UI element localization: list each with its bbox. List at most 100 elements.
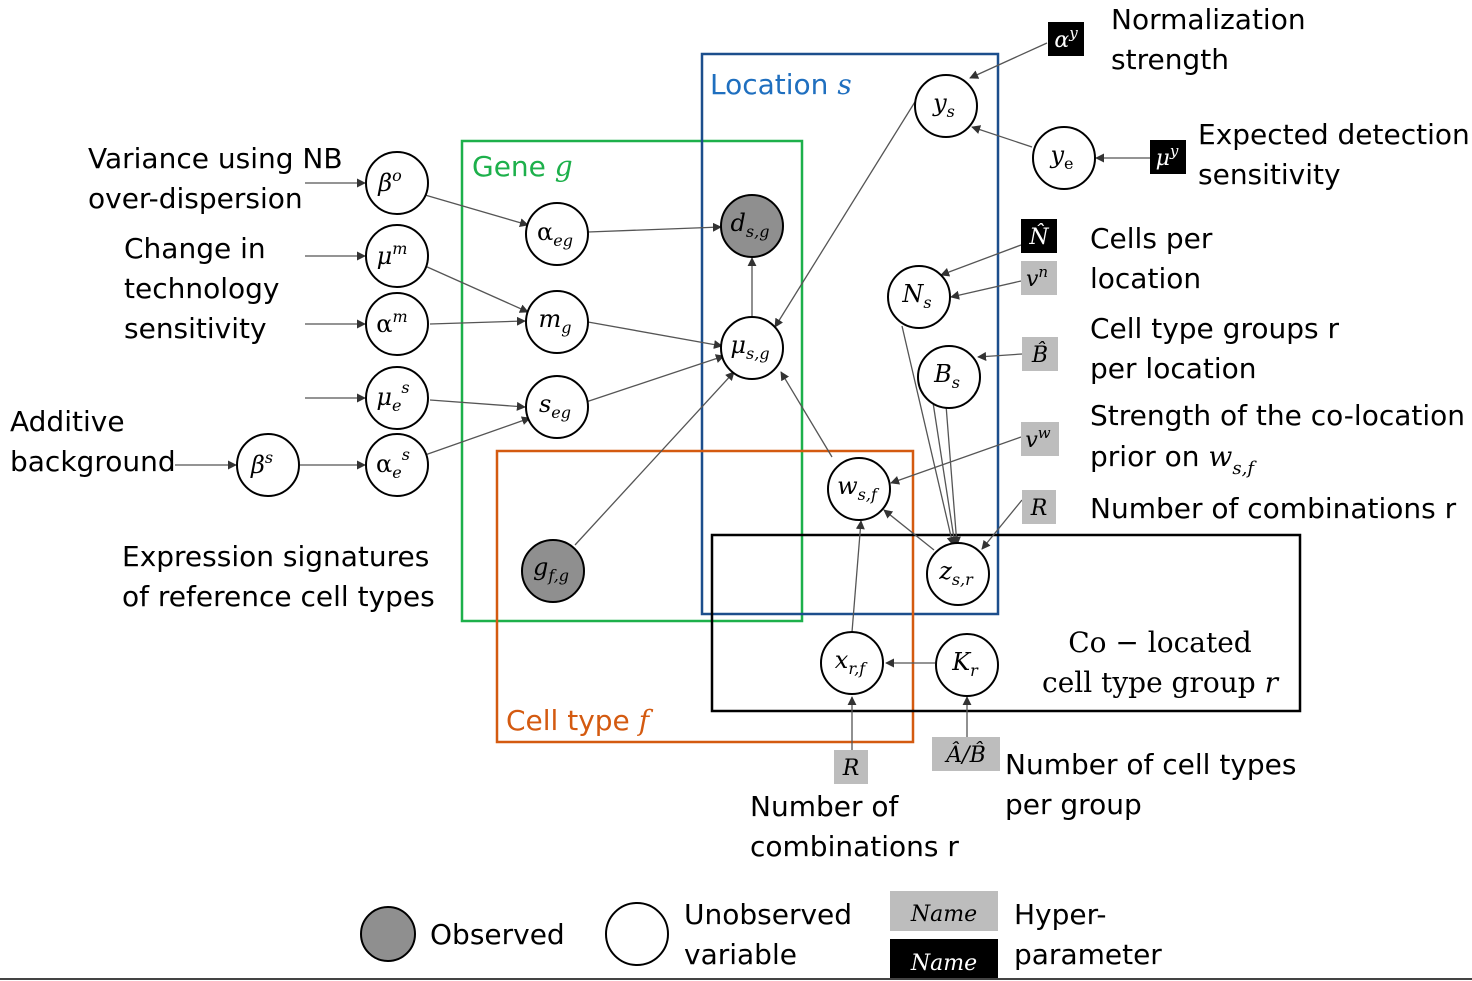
node-N-s-main: N: [901, 280, 924, 308]
node-K-r-main: K: [951, 648, 972, 676]
node-alpha-eg-main: α: [537, 218, 553, 246]
node-beta-s-main: β: [250, 451, 265, 479]
node-m-g-sub: g: [561, 318, 571, 337]
node-d-sg: ds,g: [720, 194, 784, 258]
legend-hyper-line2: parameter: [1014, 938, 1162, 971]
svg-text:seg: seg: [539, 390, 571, 422]
label-change-2: technology: [124, 272, 279, 305]
plate-location: Location s: [700, 52, 1000, 616]
plate-location-title: Location: [710, 68, 837, 101]
hyper-v-w: vw: [1021, 422, 1059, 456]
svg-text:zs,r: zs,r: [938, 557, 974, 589]
node-g-fg-main: g: [533, 553, 548, 581]
plate-celltype-title: Cell type: [506, 704, 639, 737]
plate-gene: Gene g: [460, 139, 804, 623]
node-mu-sg-sub: s,g: [746, 344, 770, 363]
node-alpha-es: αes: [365, 433, 429, 497]
node-d-sg-main: d: [731, 209, 746, 237]
node-beta-o-sup: o: [392, 166, 402, 185]
node-g-fg-sub: f,g: [547, 566, 569, 585]
node-x-rf: xr,f: [820, 631, 884, 695]
legend-observed-swatch: [360, 906, 416, 962]
hyper-v-n-sup: n: [1038, 263, 1048, 281]
node-N-s-sub: s: [923, 293, 931, 312]
node-B-s-sub: s: [952, 373, 960, 392]
node-beta-s-sup: s: [265, 448, 273, 467]
legend-hyper-line1: Hyper-: [1014, 898, 1106, 931]
label-numcomb-bottom-2: combinations r: [750, 830, 959, 863]
svg-text:prior on ws,f: prior on ws,f: [1090, 440, 1257, 479]
svg-text:Kr: Kr: [951, 648, 979, 680]
legend: Observed Unobserved variable Name Name H…: [360, 891, 1162, 979]
node-s-eg: seg: [525, 375, 589, 439]
svg-text:vw: vw: [1025, 424, 1050, 453]
hyper-alpha-y: αy: [1048, 22, 1084, 56]
svg-text:Gene g: Gene g: [472, 150, 573, 183]
node-alpha-es-sub: e: [392, 463, 401, 482]
label-groups-2: per location: [1090, 352, 1257, 385]
hyper-v-n-main: v: [1026, 267, 1039, 292]
hyper-B-hat: B̂: [1022, 337, 1058, 371]
hyper-B-hat-main: B̂: [1031, 342, 1048, 368]
plate-celltype-var: f: [637, 704, 654, 737]
plate-colocated: Co − located cell type group r: [710, 533, 1302, 713]
label-expected-2: sensitivity: [1198, 158, 1341, 191]
node-x-rf-sub: r,f: [848, 659, 868, 678]
label-expr-1: Expression signatures: [122, 540, 429, 573]
node-alpha-m: αm: [365, 292, 429, 356]
label-variance-2: over-dispersion: [88, 182, 303, 215]
node-K-r-sub: r: [970, 661, 979, 680]
label-numcomb-right: Number of combinations r: [1090, 492, 1457, 525]
label-additive-1: Additive: [10, 405, 125, 438]
node-mu-m: μm: [365, 224, 429, 288]
label-numcomb-bottom-1: Number of: [750, 790, 900, 823]
svg-text:βo: βo: [377, 166, 402, 197]
node-alpha-m-sup: m: [393, 307, 408, 326]
plate-colocated-line2: cell type group: [1042, 666, 1265, 699]
label-change-3: sensitivity: [124, 312, 267, 345]
hyper-R-right-main: R: [1030, 496, 1048, 521]
hyper-alpha-y-main: α: [1054, 28, 1069, 53]
svg-text:ys: ys: [932, 89, 955, 121]
legend-unobserved-line2: variable: [684, 938, 797, 971]
edges: [175, 42, 1150, 750]
plate-colocated-line1: Co − located: [1068, 626, 1252, 659]
node-mu-m-main: μ: [377, 242, 393, 270]
legend-hyper-black-name: Name: [910, 951, 977, 976]
plate-gene-var: g: [555, 150, 573, 183]
node-K-r: Kr: [935, 633, 999, 697]
node-g-fg: gf,g: [521, 539, 585, 603]
hyper-N-hat: N̂: [1021, 219, 1057, 253]
hyper-v-w-main: v: [1025, 428, 1038, 453]
node-beta-s: βs: [236, 433, 300, 497]
label-expr-2: of reference cell types: [122, 580, 435, 613]
hyper-N-hat-main: N̂: [1028, 224, 1049, 250]
label-cells-1: Cells per: [1090, 222, 1213, 255]
svg-text:gf,g: gf,g: [533, 553, 569, 585]
node-m-g-main: m: [538, 305, 561, 333]
legend-unobserved-line1: Unobserved: [684, 898, 852, 931]
node-mu-es: μes: [365, 366, 429, 430]
hyper-R-bottom-main: R: [842, 756, 860, 781]
node-mu-sg: μs,g: [720, 316, 784, 380]
node-mu-sg-main: μ: [730, 331, 746, 359]
svg-text:cell type group r: cell type group r: [1042, 666, 1280, 699]
hyper-mu-y-main: μ: [1156, 146, 1170, 171]
node-s-eg-sub: eg: [551, 403, 571, 422]
label-strength-2: prior on: [1090, 440, 1208, 473]
hyper-v-n: vn: [1021, 261, 1057, 295]
hyper-mu-y: μy: [1150, 140, 1186, 174]
svg-text:ws,f: ws,f: [837, 472, 880, 504]
node-N-s: Ns: [887, 265, 951, 329]
hyper-R-right: R: [1022, 490, 1056, 524]
label-numtypes-2: per group: [1005, 788, 1142, 821]
svg-text:μes: μes: [376, 378, 409, 415]
node-x-rf-main: x: [835, 646, 849, 674]
node-d-sg-sub: s,g: [746, 222, 770, 241]
node-s-eg-main: s: [539, 390, 551, 418]
node-alpha-eg-sub: eg: [553, 231, 573, 250]
node-w-sf-main: w: [837, 472, 858, 500]
svg-text:Cell type f: Cell type f: [506, 704, 654, 737]
svg-text:βs: βs: [250, 448, 273, 479]
